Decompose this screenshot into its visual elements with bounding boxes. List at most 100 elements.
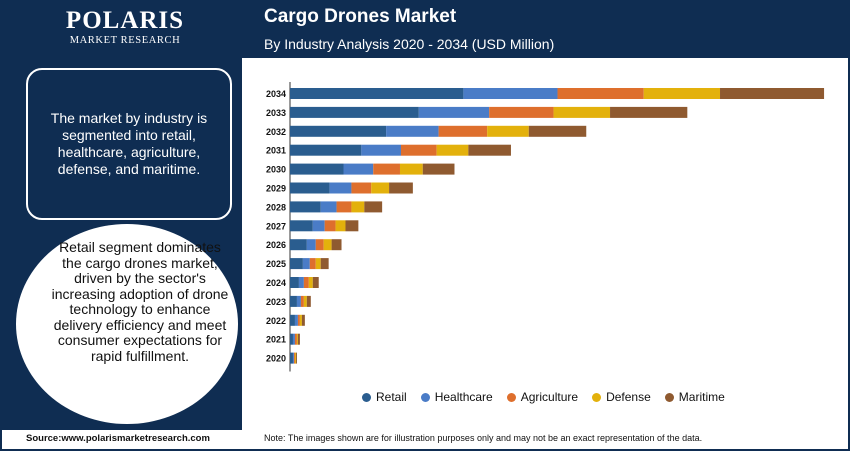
bar-segment-defense <box>308 277 313 288</box>
bar-segment-defense <box>335 220 346 232</box>
bar-segment-retail <box>290 239 307 251</box>
segment-description-text: The market by industry is segmented into… <box>50 110 208 177</box>
y-tick-label: 2030 <box>266 165 286 175</box>
bar-segment-healthcare <box>343 163 374 175</box>
bar-segment-healthcare <box>361 144 401 156</box>
source-text: Source:www.polarismarketresearch.com <box>26 433 210 444</box>
y-tick-label: 2021 <box>266 335 286 345</box>
bar-segment-agriculture <box>294 333 297 345</box>
bar-segment-healthcare <box>329 182 352 194</box>
bar-segment-healthcare <box>386 125 439 137</box>
bar-segment-retail <box>290 201 321 213</box>
legend-label: Defense <box>606 390 651 404</box>
bar-segment-retail <box>290 352 293 364</box>
bar-segment-defense <box>294 352 296 364</box>
legend-marker <box>592 392 602 402</box>
legend-item: Healthcare <box>420 390 493 404</box>
bar-segment-retail <box>290 144 362 156</box>
bar-segment-maritime <box>468 144 511 156</box>
bar-segment-healthcare <box>306 239 316 251</box>
legend-marker <box>506 392 516 402</box>
bar-segment-healthcare <box>292 333 295 345</box>
bar-segment-healthcare <box>312 220 325 232</box>
bar-segment-retail <box>290 333 293 345</box>
highlight-circle <box>16 224 238 424</box>
bar-segment-agriculture <box>315 239 324 251</box>
polaris-logo: POLARIS MARKET RESEARCH <box>60 7 190 47</box>
bar-segment-defense <box>487 125 529 137</box>
bar-segment-agriculture <box>300 295 304 307</box>
legend-marker <box>664 392 674 402</box>
bar-segment-healthcare <box>302 258 310 270</box>
bar-segment-retail <box>290 163 344 175</box>
y-tick-label: 2024 <box>266 278 286 288</box>
bar-segment-healthcare <box>292 352 294 364</box>
bar-segment-healthcare <box>296 295 301 307</box>
bar-segment-retail <box>290 314 295 326</box>
bar-segment-defense <box>371 182 390 194</box>
bar-segment-maritime <box>297 333 300 345</box>
bar-segment-defense <box>351 201 365 213</box>
legend-item: Agriculture <box>506 390 579 404</box>
bar-segment-agriculture <box>293 352 295 364</box>
bar-segment-defense <box>553 106 611 118</box>
bar-segment-agriculture <box>557 88 644 99</box>
bar-segment-agriculture <box>400 144 437 156</box>
bar-segment-defense <box>436 144 469 156</box>
legend-label: Maritime <box>678 390 725 404</box>
legend-label: Agriculture <box>520 390 579 404</box>
bar-segment-agriculture <box>303 277 309 288</box>
y-tick-label: 2026 <box>266 240 286 250</box>
bar-segment-maritime <box>331 239 342 251</box>
bar-segment-retail <box>290 125 387 137</box>
y-tick-label: 2029 <box>266 184 286 194</box>
bar-segment-maritime <box>345 220 359 232</box>
bar-segment-retail <box>290 220 313 232</box>
y-tick-label: 2034 <box>266 89 286 99</box>
legend-item: Defense <box>592 390 651 404</box>
segment-description-box: The market by industry is segmented into… <box>26 68 232 220</box>
bar-segment-healthcare <box>294 314 298 326</box>
bar-segment-retail <box>290 182 330 194</box>
y-tick-label: 2027 <box>266 221 286 231</box>
y-tick-label: 2032 <box>266 127 286 137</box>
bar-segment-agriculture <box>297 314 300 326</box>
bar-segment-defense <box>315 258 321 270</box>
legend-item: Retail <box>362 390 407 404</box>
bar-segment-retail <box>290 106 419 118</box>
bar-segment-maritime <box>301 314 305 326</box>
legend-item: Maritime <box>664 390 725 404</box>
bar-segment-maritime <box>528 125 587 137</box>
bar-segment-agriculture <box>489 106 554 118</box>
bar-segment-healthcare <box>463 88 558 99</box>
bar-segment-agriculture <box>324 220 336 232</box>
y-tick-label: 2028 <box>266 202 286 212</box>
y-tick-label: 2031 <box>266 146 286 156</box>
bar-segment-defense <box>303 295 307 307</box>
stacked-bar-chart: 2034 2033 2032 2031 2030 2029 2028 2027 2026 2025… <box>266 82 825 372</box>
bar-segment-maritime <box>306 295 311 307</box>
bar-segment-agriculture <box>336 201 352 213</box>
bar-segment-retail <box>290 88 464 99</box>
legend-label: Healthcare <box>434 390 493 404</box>
legend-marker <box>420 392 430 402</box>
bar-segment-agriculture <box>309 258 316 270</box>
bar-segment-defense <box>299 314 302 326</box>
y-tick-label: 2022 <box>266 316 286 326</box>
bar-segment-defense <box>296 333 298 345</box>
highlight-text: Retail segment dominates the cargo drone… <box>51 239 229 364</box>
bar-segment-maritime <box>364 201 383 213</box>
bar-segment-maritime <box>389 182 413 194</box>
bar-segment-maritime <box>295 352 297 364</box>
bar-segment-defense <box>643 88 721 99</box>
bar-segment-healthcare <box>418 106 490 118</box>
chart-title: Cargo Drones Market <box>264 6 457 27</box>
y-tick-label: 2023 <box>266 297 286 307</box>
bar-segment-maritime <box>320 258 329 270</box>
bar-segment-maritime <box>720 88 825 99</box>
chart-subtitle: By Industry Analysis 2020 - 2034 (USD Mi… <box>264 36 555 52</box>
bar-segment-defense <box>323 239 332 251</box>
y-tick-label: 2020 <box>266 354 286 364</box>
chart-legend: Retail Healthcare Agriculture Defense Mariti… <box>362 390 725 404</box>
logo-name: POLARIS <box>65 7 185 34</box>
